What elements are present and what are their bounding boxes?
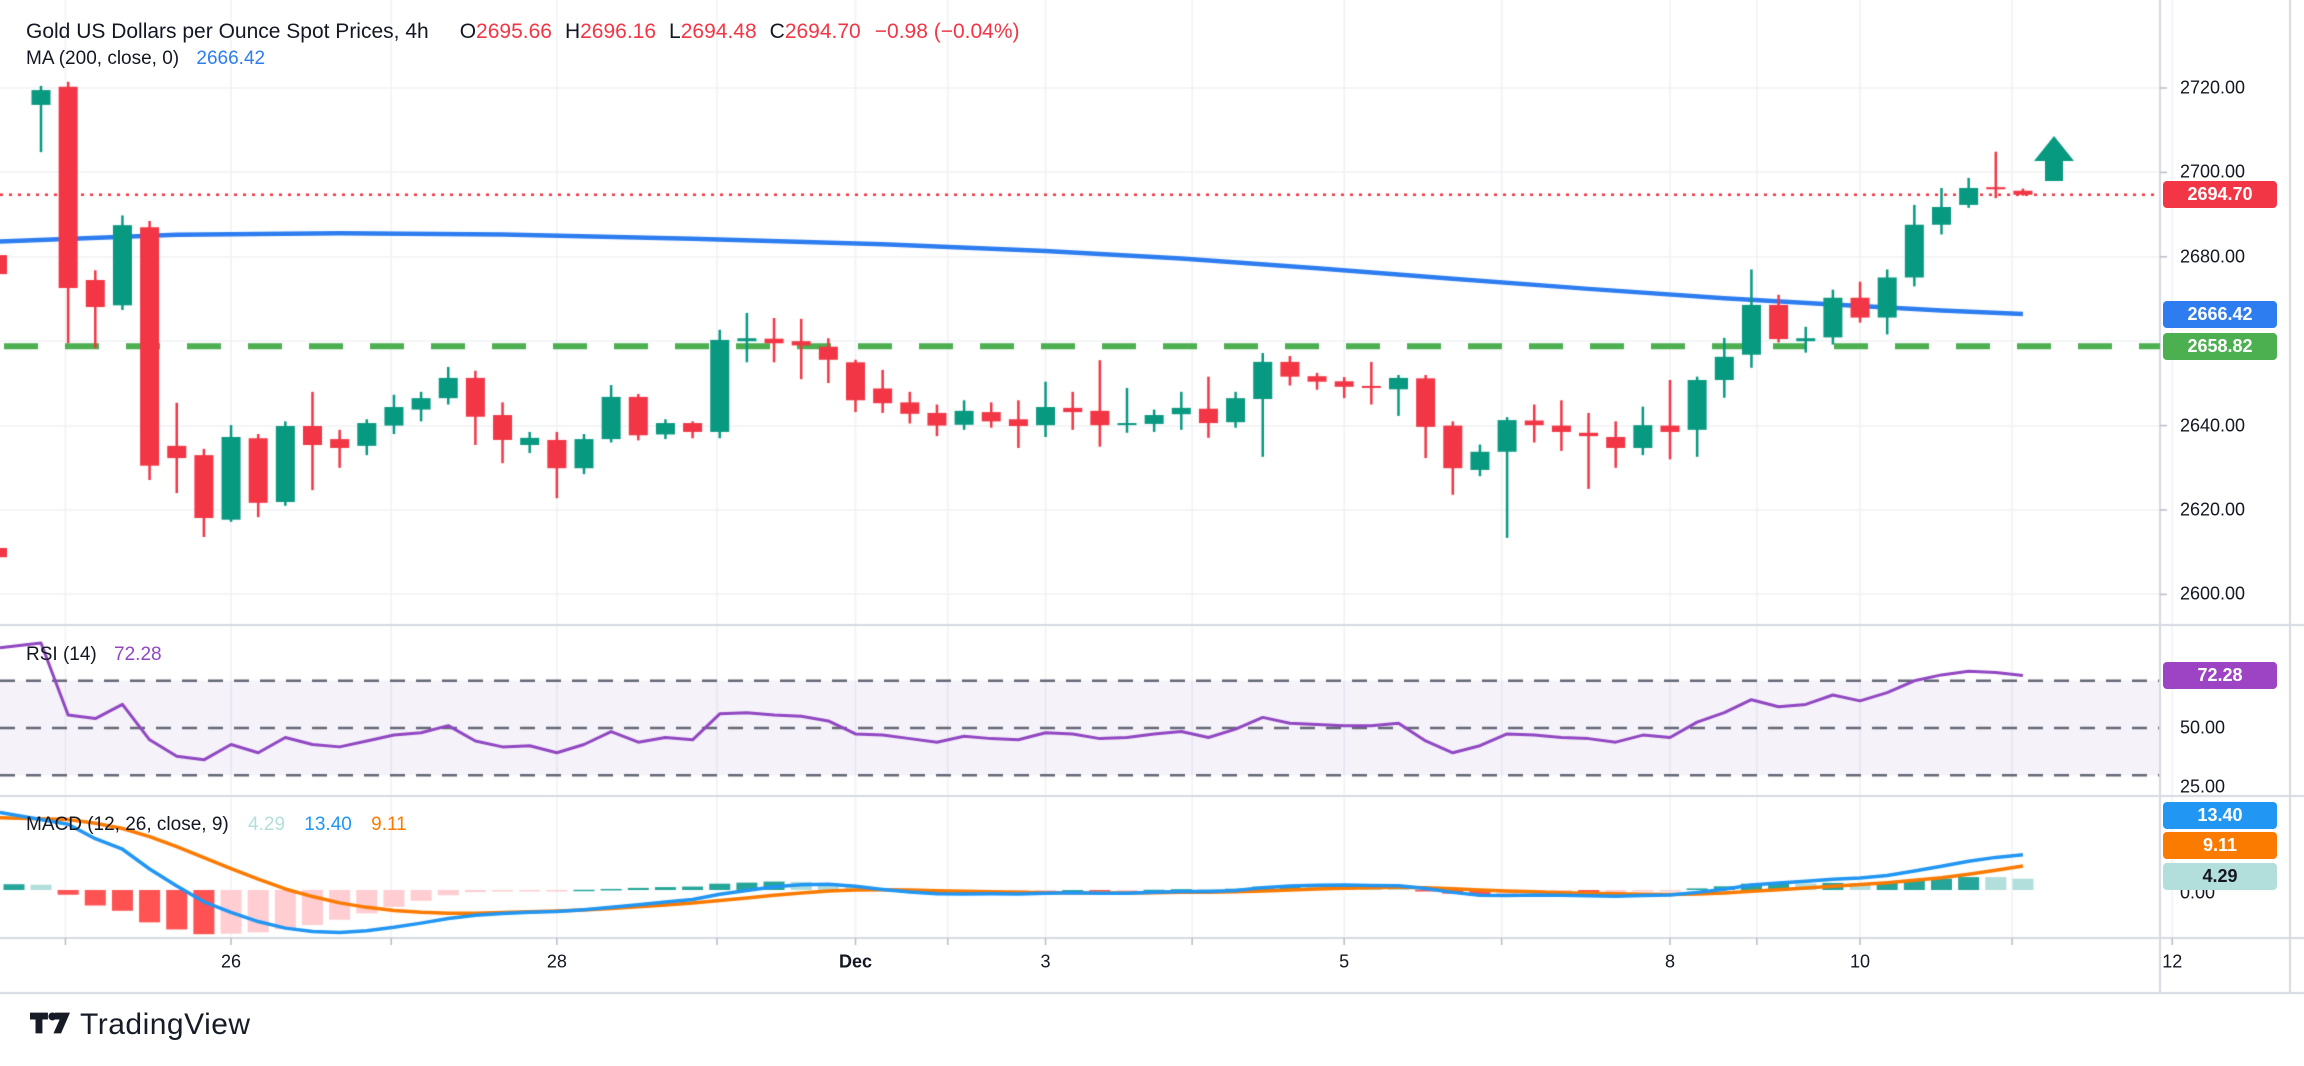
rsi-axis-label: 25.00 xyxy=(2180,776,2226,797)
macd-signal-value: 9.11 xyxy=(371,814,407,835)
time-axis-label: 28 xyxy=(546,951,567,972)
macd-signal-badge: 9.11 xyxy=(2163,831,2277,859)
rsi-value-badge: 72.28 xyxy=(2163,661,2277,689)
change-value: −0.98 (−0.04%) xyxy=(874,20,1020,43)
ma-legend-value: 2666.42 xyxy=(196,48,266,69)
open-label: O xyxy=(459,20,477,43)
price-axis-label: 2720.00 xyxy=(2180,77,2246,98)
rsi-legend-value: 72.28 xyxy=(114,644,162,665)
ma-legend-label: MA (200, close, 0) xyxy=(26,48,180,69)
time-axis-label: 10 xyxy=(1850,951,1871,972)
tradingview-mark-icon xyxy=(30,1009,70,1042)
macd-line-badge: 13.40 xyxy=(2163,801,2277,829)
time-axis-label: Dec xyxy=(838,951,873,972)
high-label: H xyxy=(564,20,581,43)
tradingview-logo-text: TradingView xyxy=(80,1008,251,1041)
ma-value-badge: 2666.42 xyxy=(2163,300,2277,328)
macd-hist-badge: 4.29 xyxy=(2163,862,2277,890)
rsi-legend[interactable]: RSI (14) 72.28 xyxy=(26,644,162,666)
time-axis-label: 12 xyxy=(2162,951,2183,972)
price-axis-label: 2620.00 xyxy=(2180,499,2246,520)
support-level-badge: 2658.82 xyxy=(2163,332,2277,360)
time-axis-label: 26 xyxy=(221,951,242,972)
rsi-legend-label: RSI (14) xyxy=(26,644,97,665)
price-axis-label: 2680.00 xyxy=(2180,246,2246,267)
price-axis-label: 2700.00 xyxy=(2180,161,2246,182)
high-value: 2696.16 xyxy=(580,20,657,43)
symbol-title: Gold US Dollars per Ounce Spot Prices, 4… xyxy=(26,20,429,43)
time-axis-label: 5 xyxy=(1339,951,1350,972)
macd-legend-label: MACD (12, 26, close, 9) xyxy=(26,814,229,835)
macd-hist-value: 4.29 xyxy=(248,814,286,835)
macd-legend[interactable]: MACD (12, 26, close, 9) 4.29 13.40 9.11 xyxy=(26,814,407,836)
rsi-axis-label: 50.00 xyxy=(2180,717,2226,738)
tradingview-logo[interactable]: TradingView xyxy=(30,1008,251,1042)
low-value: 2694.48 xyxy=(680,20,757,43)
time-axis-label: 3 xyxy=(1040,951,1051,972)
price-axis-label: 2600.00 xyxy=(2180,583,2246,604)
symbol-legend[interactable]: Gold US Dollars per Ounce Spot Prices, 4… xyxy=(26,20,1020,44)
low-label: L xyxy=(669,20,681,43)
time-axis-label: 8 xyxy=(1664,951,1676,972)
last-price-badge: 2694.70 xyxy=(2163,181,2277,209)
ma-legend[interactable]: MA (200, close, 0) 2666.42 xyxy=(26,48,265,70)
close-label: C xyxy=(769,20,785,43)
open-value: 2695.66 xyxy=(476,20,552,43)
price-axis-label: 2640.00 xyxy=(2180,415,2246,436)
close-value: 2694.70 xyxy=(784,20,861,43)
macd-line-value: 13.40 xyxy=(304,814,352,835)
